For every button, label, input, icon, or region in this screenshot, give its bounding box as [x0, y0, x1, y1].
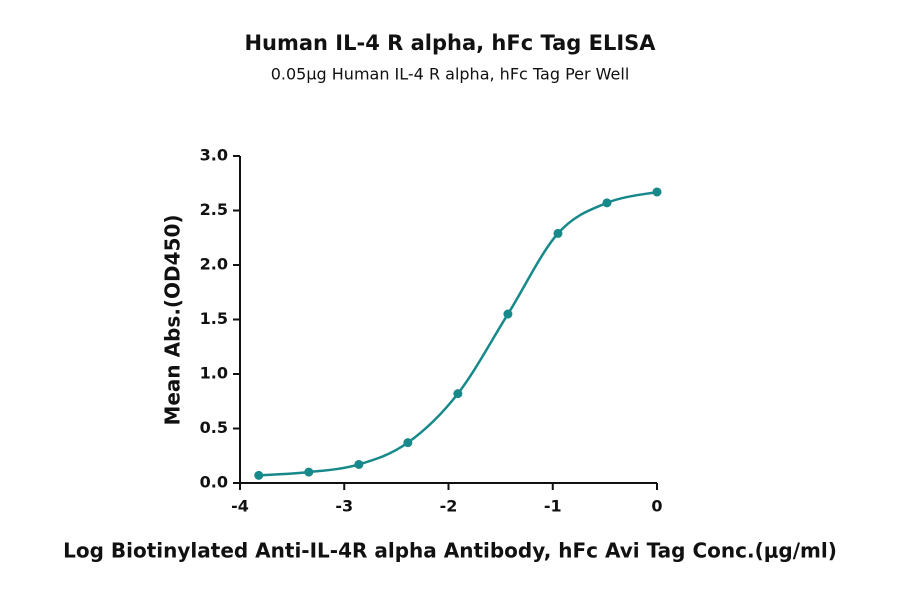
- data-point: [652, 187, 662, 197]
- x-axis-title: Log Biotinylated Anti-IL-4R alpha Antibo…: [63, 539, 837, 563]
- y-tick-label: 2.5: [200, 200, 228, 219]
- y-tick-label: 1.0: [200, 364, 228, 383]
- y-tick-label: 2.0: [200, 255, 228, 274]
- x-tick-label: -4: [231, 497, 249, 516]
- x-tick-label: 0: [651, 497, 662, 516]
- x-tick-label: -3: [335, 497, 353, 516]
- data-point: [354, 459, 364, 469]
- y-axis-title: Mean Abs.(OD450): [161, 214, 185, 425]
- chart-title: Human IL-4 R alpha, hFc Tag ELISA: [244, 31, 656, 55]
- data-point: [553, 228, 563, 238]
- y-tick-label: 0.0: [200, 473, 228, 492]
- data-point: [602, 198, 612, 208]
- y-tick-label: 3.0: [200, 146, 228, 165]
- fit-curve: [258, 190, 658, 477]
- x-tick-label: -2: [440, 497, 458, 516]
- y-tick-label: 0.5: [200, 418, 228, 437]
- data-point: [304, 467, 314, 477]
- data-point: [403, 438, 413, 448]
- data-point: [254, 470, 264, 480]
- data-point: [503, 309, 513, 319]
- y-tick-label: 1.5: [200, 309, 228, 328]
- data-point: [453, 389, 463, 399]
- x-tick-label: -1: [544, 497, 562, 516]
- chart-subtitle: 0.05μg Human IL-4 R alpha, hFc Tag Per W…: [271, 65, 630, 84]
